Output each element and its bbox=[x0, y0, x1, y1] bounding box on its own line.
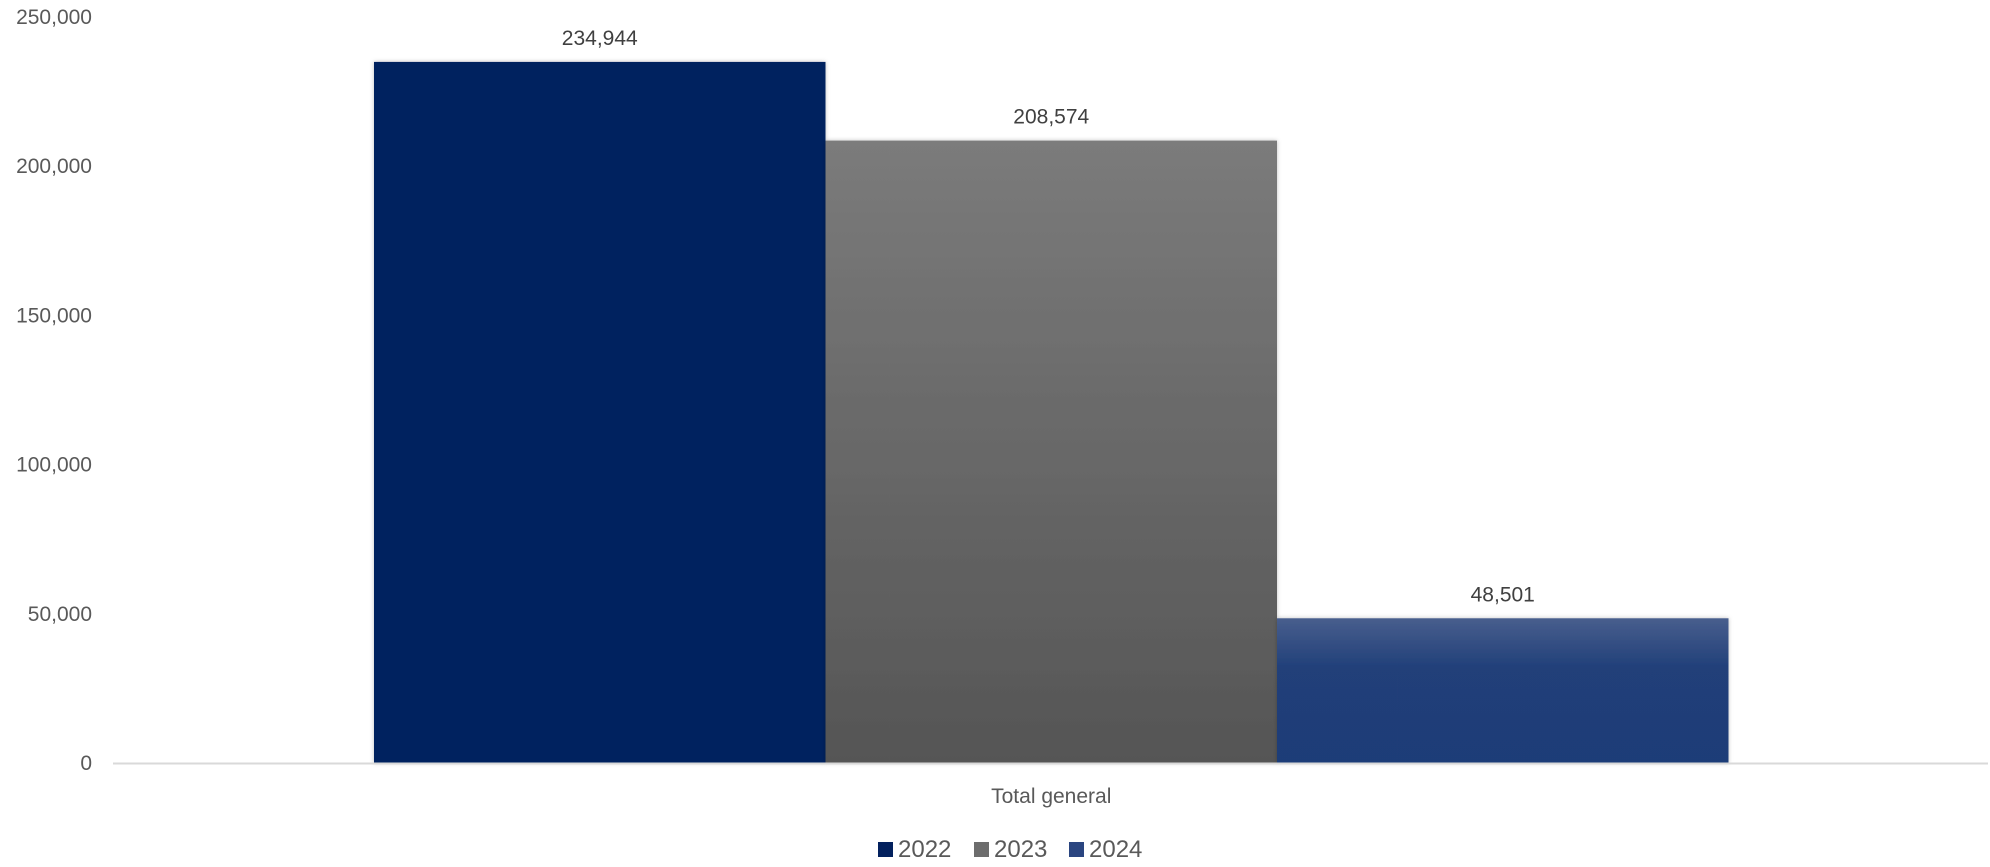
legend-label-2024: 2024 bbox=[1089, 836, 1142, 862]
bar-2022 bbox=[374, 61, 826, 763]
y-axis: 0 50,000 100,000 150,000 200,000 250,000 bbox=[16, 6, 92, 775]
legend-swatch-2023 bbox=[974, 842, 989, 857]
y-tick-label: 50,000 bbox=[28, 603, 92, 626]
y-tick-label: 150,000 bbox=[16, 304, 92, 327]
legend-item-2024: 2024 bbox=[1069, 836, 1142, 863]
data-label-2022: 234,944 bbox=[562, 27, 638, 50]
x-axis: Total general bbox=[991, 785, 1111, 808]
legend-swatch-2022 bbox=[878, 842, 893, 857]
legend-item-2023: 2023 bbox=[974, 836, 1047, 863]
y-tick-label: 250,000 bbox=[16, 6, 92, 29]
y-tick-label: 0 bbox=[80, 752, 92, 775]
data-label-2023: 208,574 bbox=[1013, 106, 1089, 129]
data-label-2024: 48,501 bbox=[1471, 583, 1535, 606]
y-tick-label: 200,000 bbox=[16, 155, 92, 178]
data-labels: 234,944 208,574 48,501 bbox=[562, 27, 1535, 606]
legend: 2022 2023 2024 bbox=[878, 836, 1142, 863]
bar-2024 bbox=[1277, 618, 1729, 763]
x-category-label: Total general bbox=[991, 785, 1111, 808]
legend-item-2022: 2022 bbox=[878, 836, 951, 863]
bars bbox=[374, 61, 1729, 764]
legend-label-2022: 2022 bbox=[898, 836, 951, 862]
y-tick-label: 100,000 bbox=[16, 454, 92, 477]
legend-label-2023: 2023 bbox=[994, 836, 1047, 862]
bar-2023 bbox=[825, 140, 1277, 764]
legend-swatch-2024 bbox=[1069, 842, 1084, 857]
